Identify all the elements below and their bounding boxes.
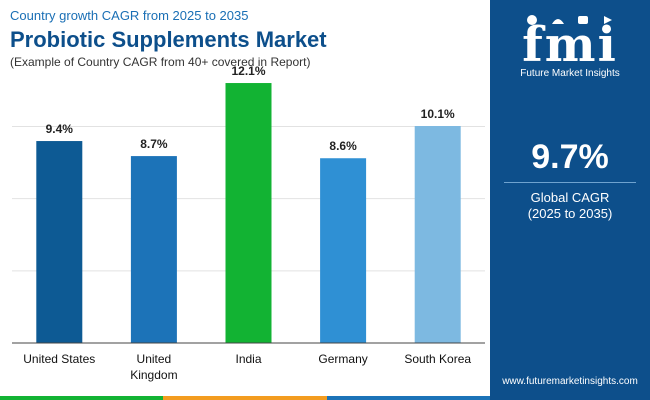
logo-icons (527, 15, 612, 25)
data-label-south-korea: 10.1% (421, 107, 455, 121)
data-label-germany: 8.6% (329, 139, 357, 153)
global-cagr-label-line2: (2025 to 2035) (527, 206, 613, 221)
bar-india (225, 83, 272, 343)
global-cagr-value: 9.7% (531, 138, 609, 176)
tick-label-united-kingdom: United Kingdom (130, 352, 177, 382)
brand-logo: fmi Future Market Insights (490, 8, 650, 80)
bar-south-korea (414, 126, 461, 343)
footer-segment-orange (163, 396, 327, 400)
bar-chart: 9.4% United States 8.7% United Kingdom 12.1% I… (12, 64, 485, 382)
chart-note: (Example of Country CAGR from 40+ covere… (10, 55, 311, 69)
bar-united-kingdom (130, 156, 177, 343)
data-label-united-kingdom: 8.7% (140, 137, 168, 151)
tick-label-india: India (235, 352, 261, 366)
panel-divider (504, 182, 636, 183)
bar-germany (320, 158, 367, 343)
footer-segment-blue (326, 396, 490, 400)
website-link[interactable]: www.futuremarketinsights.com (502, 376, 638, 387)
bar-united-states (36, 141, 83, 343)
chart-title: Probiotic Supplements Market (10, 27, 327, 52)
header: Country growth CAGR from 2025 to 2035 Pr… (10, 8, 480, 70)
data-label-united-states: 9.4% (46, 122, 74, 136)
global-cagr-label-line1: Global CAGR (530, 190, 610, 205)
tick-label-south-korea: South Korea (404, 352, 471, 366)
summary-panel: fmi Future Market Insights 9.7% Global C… (490, 0, 650, 400)
tick-label-united-states: United States (23, 352, 95, 366)
chart-subtitle: Country growth CAGR from 2025 to 2035 (10, 8, 249, 23)
global-cagr-label: Global CAGR (2025 to 2035) (490, 190, 650, 222)
footer-color-bar (0, 396, 490, 400)
tick-label-germany: Germany (318, 352, 367, 366)
logo-company-name: Future Market Insights (520, 68, 620, 79)
data-label-india: 12.1% (231, 64, 265, 78)
logo-letters: fmi (522, 17, 618, 73)
footer-segment-green (0, 396, 164, 400)
